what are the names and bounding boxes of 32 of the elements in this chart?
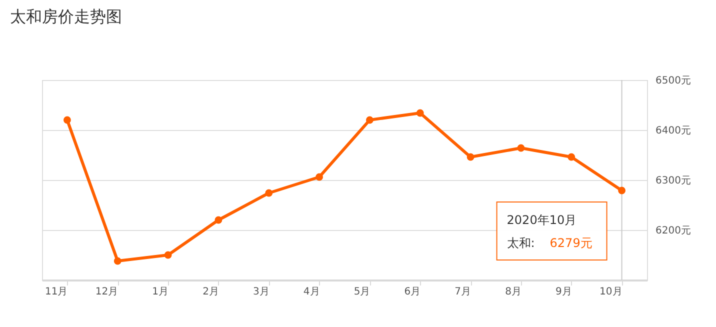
- point: [316, 173, 323, 181]
- x-tick-label: 5月: [354, 286, 370, 298]
- point: [517, 144, 525, 152]
- point: [64, 116, 71, 124]
- x-tick-label: 6月: [404, 286, 421, 298]
- point: [114, 257, 122, 265]
- point: [568, 153, 576, 161]
- x-tick-label: 10月: [600, 286, 622, 298]
- annotation: 2020年10月: [506, 213, 577, 227]
- x-tick-label: 8月: [505, 286, 522, 298]
- y-tick-label: 6500元: [656, 76, 691, 86]
- x-tick-label: 1月: [152, 286, 169, 298]
- annotation: 太和:: [506, 236, 535, 250]
- x-tick-label: 4月: [303, 286, 320, 298]
- y-tick-label: 6300元: [656, 176, 691, 186]
- chart-title: 太和房价走势图: [10, 7, 122, 26]
- x-tick-label: 7月: [454, 286, 472, 298]
- point: [466, 153, 474, 161]
- x-tick-label: 3月: [253, 286, 270, 298]
- point: [265, 189, 273, 197]
- y-tick-label: 6200元: [656, 226, 691, 236]
- point: [618, 186, 626, 194]
- x-tick-label: 2月: [202, 286, 219, 298]
- x-tick-label: 12月: [95, 286, 118, 298]
- point: [214, 216, 222, 224]
- y-tick-label: 6400元: [656, 126, 691, 136]
- point: [164, 251, 172, 259]
- annotation: 6279元: [550, 236, 592, 250]
- x-tick-label: 9月: [556, 286, 572, 298]
- point: [366, 116, 374, 124]
- point: [416, 109, 424, 117]
- x-tick-label: 11月: [44, 286, 68, 298]
